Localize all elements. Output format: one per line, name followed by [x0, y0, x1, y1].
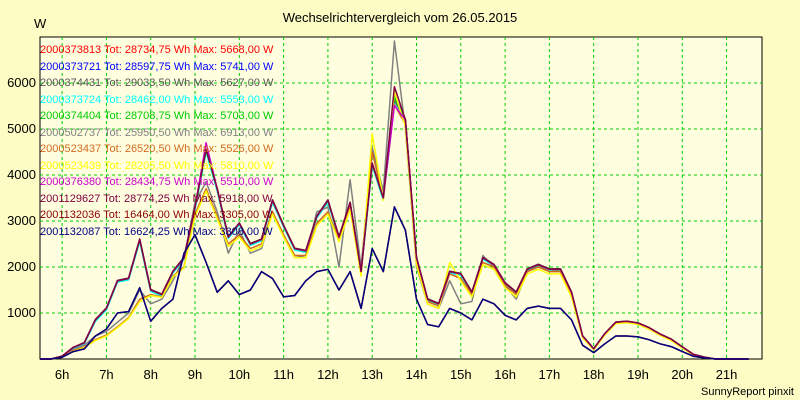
y-tick-label: 3000 — [7, 213, 36, 228]
x-tick-label: 20h — [671, 367, 693, 382]
legend-entry: 2000376380 Tot: 28434,75 Wh Max: 5510,00… — [40, 176, 274, 188]
legend-entry: 2001129627 Tot: 28774,25 Wh Max: 5918,00… — [40, 192, 273, 205]
legend-entry: 2001132036 Tot: 16464,00 Wh Max: 3305,00… — [40, 209, 273, 221]
x-tick-label: 6h — [55, 367, 69, 382]
y-axis-unit: W — [34, 16, 47, 31]
legend-entry: 2000523437 Tot: 26520,50 Wh Max: 5526,00… — [40, 143, 274, 155]
x-tick-label: 11h — [273, 367, 294, 382]
y-tick-label: 4000 — [7, 167, 36, 182]
x-tick-label: 19h — [627, 367, 649, 382]
legend-entry: 2000523439 Tot: 28205,50 Wh Max: 5810,00… — [40, 159, 274, 172]
y-tick-label: 1000 — [7, 305, 36, 320]
legend-entry: 2000373724 Tot: 28462,00 Wh Max: 5553,00… — [40, 93, 274, 106]
x-tick-label: 7h — [99, 367, 113, 382]
x-tick-label: 8h — [144, 367, 158, 382]
legend-entry: 2001132087 Tot: 16624,25 Wh Max: 3308,00… — [40, 225, 273, 238]
x-tick-label: 18h — [583, 367, 605, 382]
legend: 2000373813 Tot: 28734,75 Wh Max: 5668,00… — [40, 42, 273, 240]
x-tick-label: 13h — [361, 367, 383, 382]
y-tick-label: 5000 — [7, 121, 36, 136]
series-line — [40, 86, 749, 360]
legend-entry: 2000374431 Tot: 29033,50 Wh Max: 5627,00… — [40, 77, 274, 89]
y-tick-label: 2000 — [7, 259, 36, 274]
legend-entry: 2000373721 Tot: 28597,75 Wh Max: 5741,00… — [40, 60, 274, 73]
x-tick-label: 15h — [450, 367, 472, 382]
series-line — [40, 206, 749, 360]
x-tick-label: 21h — [716, 367, 738, 382]
legend-entry: 2000374404 Tot: 28708,75 Wh Max: 5703,00… — [40, 110, 274, 122]
y-tick-label: 6000 — [7, 75, 36, 90]
x-tick-label: 12h — [317, 367, 339, 382]
chart-title: Wechselrichtervergleich vom 26.05.2015 — [282, 10, 518, 25]
x-tick-label: 17h — [539, 367, 561, 382]
legend-entry: 2000502737 Tot: 25950,50 Wh Max: 6913,00… — [40, 126, 274, 139]
x-tick-label: 14h — [406, 367, 428, 382]
legend-entry: 2000373813 Tot: 28734,75 Wh Max: 5668,00… — [40, 44, 274, 56]
footer-credit: SunnyReport pinxit — [701, 386, 794, 398]
x-tick-label: 10h — [228, 367, 250, 382]
x-tick-label: 9h — [188, 367, 202, 382]
x-tick-label: 16h — [494, 367, 516, 382]
